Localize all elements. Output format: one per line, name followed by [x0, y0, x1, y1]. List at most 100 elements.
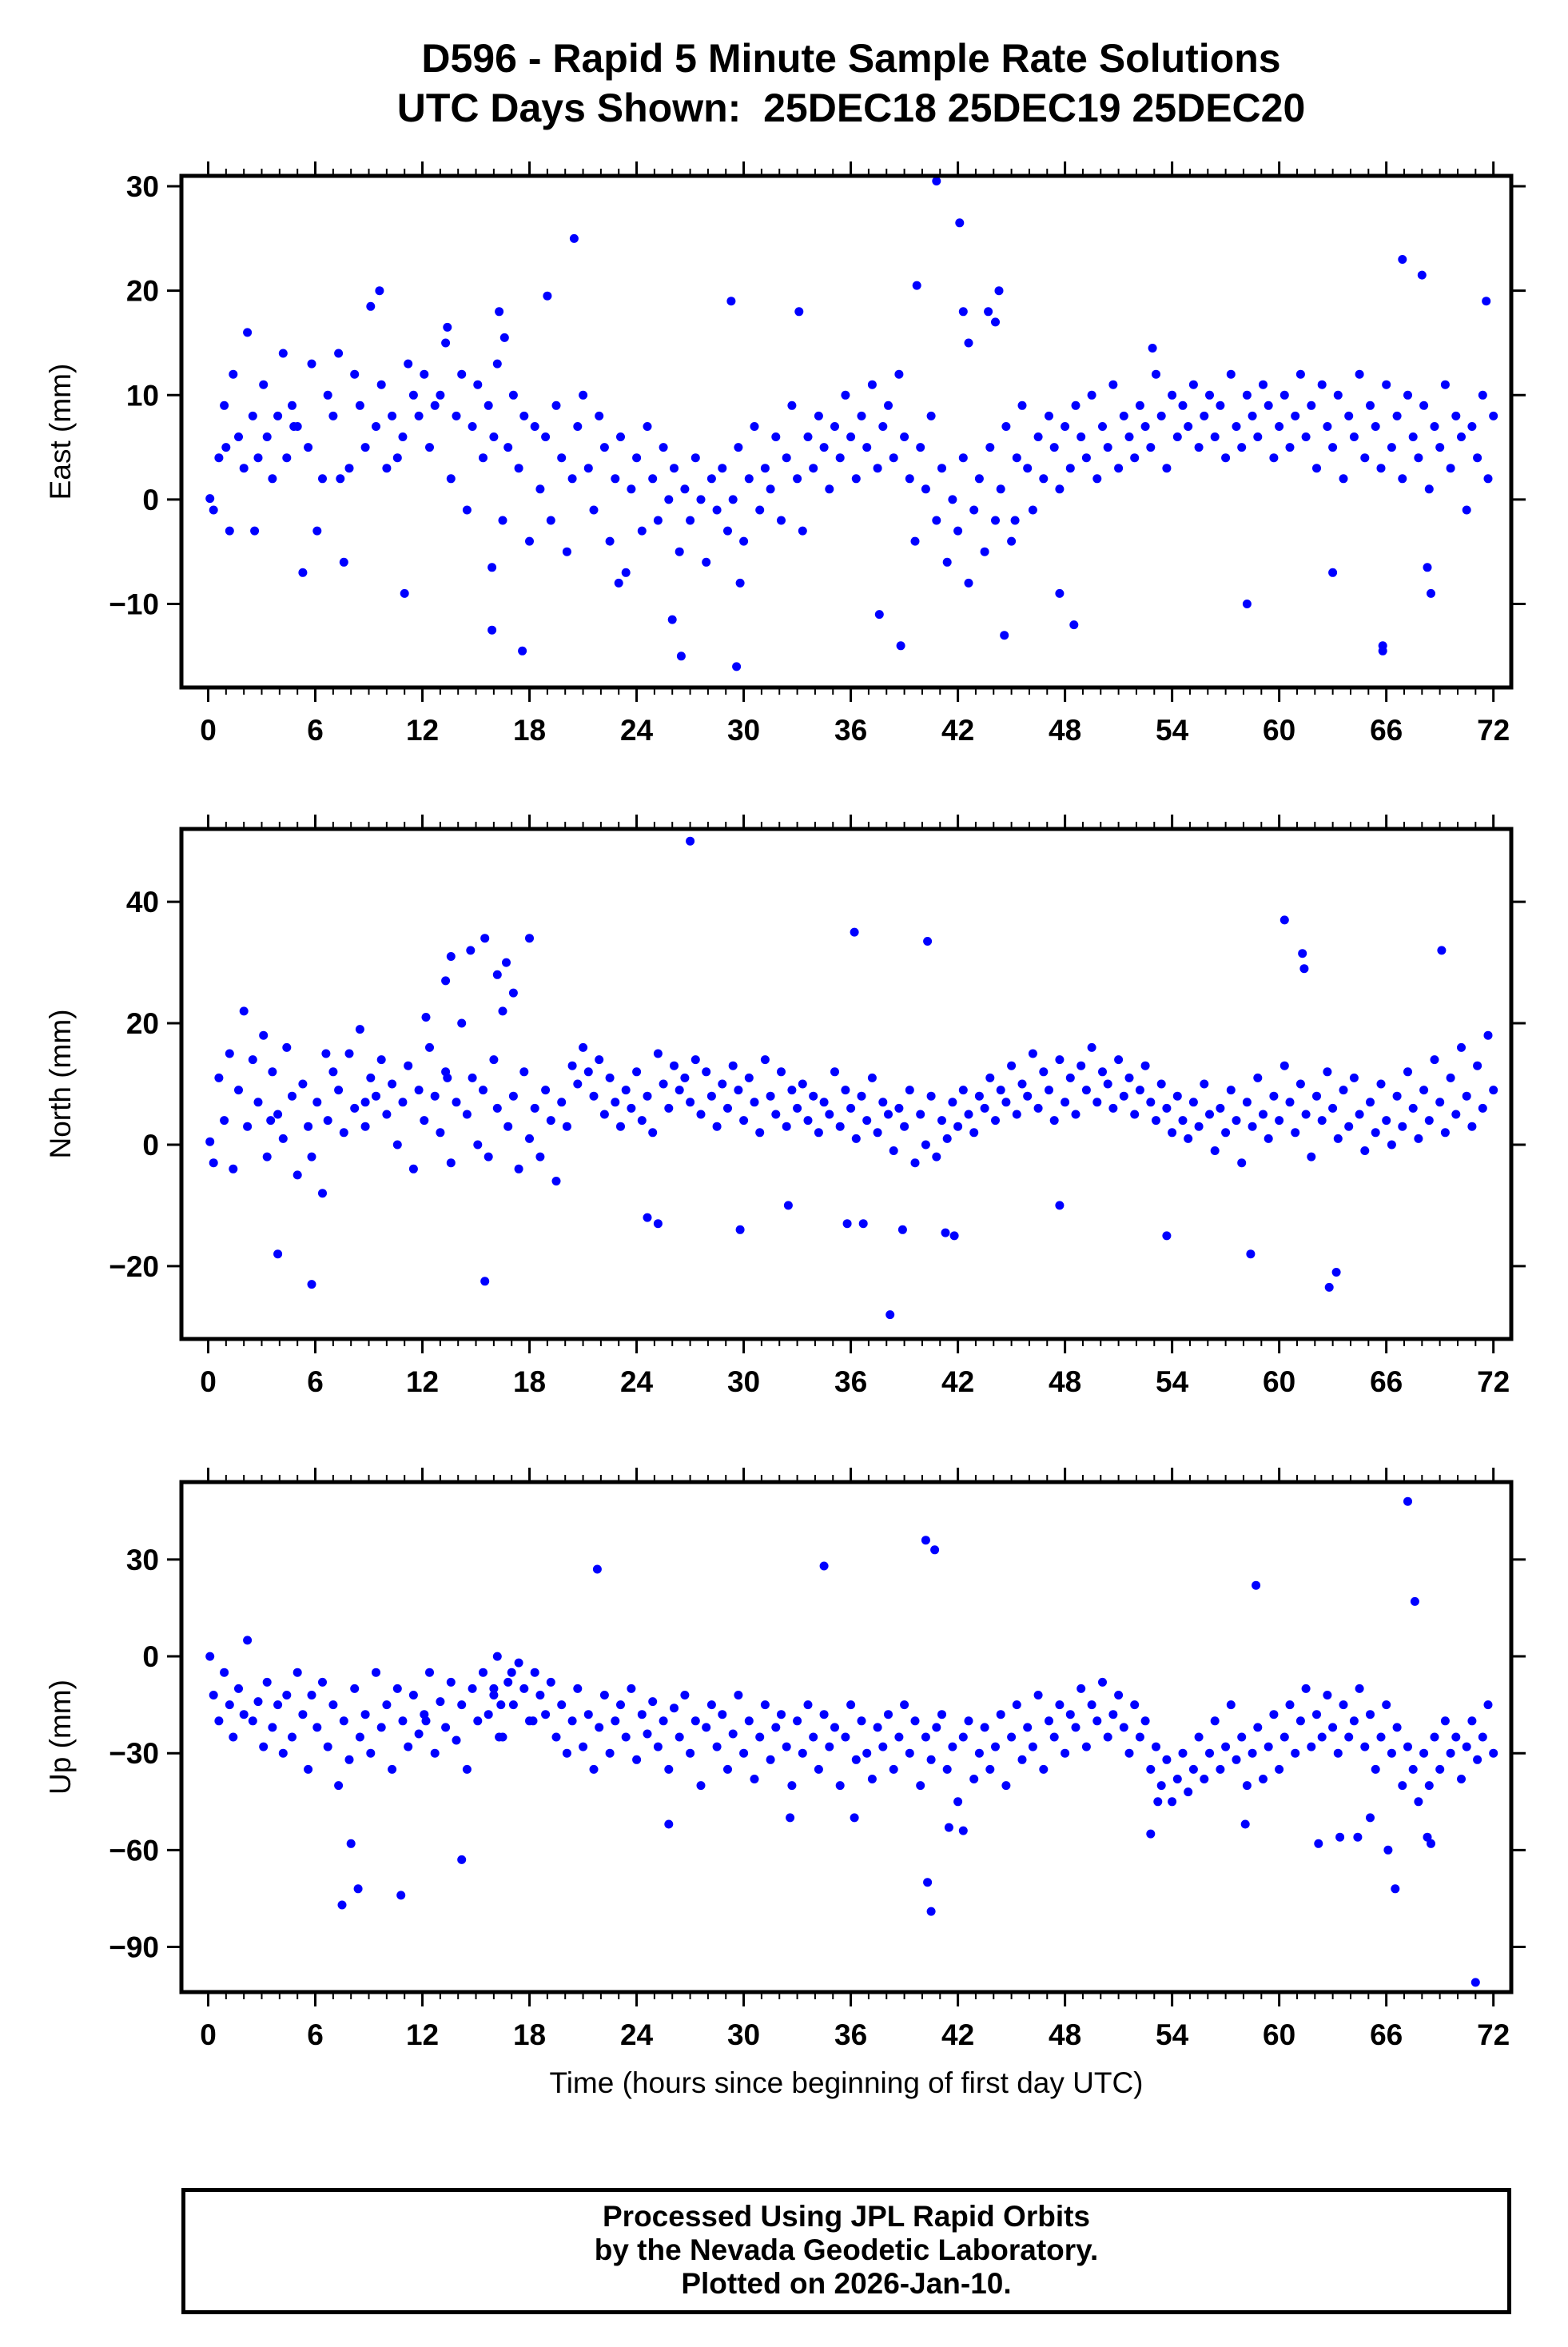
data-point: [1483, 1030, 1493, 1040]
data-point: [503, 443, 513, 452]
data-point: [1366, 400, 1375, 410]
data-point: [1269, 1710, 1279, 1719]
data-point: [234, 1086, 243, 1095]
data-point: [1028, 1049, 1037, 1058]
data-point: [430, 1748, 440, 1758]
data-point: [680, 1073, 690, 1082]
data-point: [862, 443, 872, 452]
data-point: [1146, 1764, 1156, 1774]
data-point: [835, 1781, 845, 1791]
data-point: [932, 1152, 941, 1162]
data-point: [1114, 1691, 1124, 1699]
data-point: [220, 1116, 229, 1126]
data-point: [229, 1732, 238, 1742]
data-point: [696, 1781, 706, 1791]
data-point: [1001, 422, 1011, 431]
data-point: [846, 1700, 856, 1710]
data-point: [739, 1748, 749, 1758]
data-point: [446, 1677, 456, 1687]
data-point: [664, 1103, 674, 1113]
data-point: [702, 1067, 711, 1077]
data-point: [479, 1668, 488, 1677]
data-point: [268, 1067, 277, 1077]
data-point: [659, 443, 668, 452]
x-tick-label: 12: [406, 714, 439, 747]
data-point: [1103, 443, 1112, 452]
data-point: [344, 1755, 354, 1764]
data-point: [473, 380, 483, 389]
data-point: [1387, 1748, 1396, 1758]
data-point: [953, 1797, 963, 1807]
data-point: [492, 970, 502, 979]
data-point: [1275, 1764, 1284, 1774]
data-point: [1312, 1091, 1321, 1101]
data-point: [1414, 1134, 1423, 1143]
data-point: [355, 400, 364, 410]
data-point: [519, 411, 529, 420]
data-point: [1264, 1134, 1273, 1143]
data-point: [388, 1079, 397, 1089]
data-point: [1473, 453, 1482, 463]
data-point: [980, 1103, 989, 1113]
data-point: [307, 1691, 316, 1699]
data-point: [441, 338, 451, 348]
data-point: [268, 1723, 277, 1732]
data-point: [926, 411, 936, 420]
data-point: [1033, 432, 1043, 441]
data-point: [488, 625, 497, 635]
data-point: [964, 338, 973, 348]
data-point: [937, 1710, 946, 1719]
data-point: [1253, 1073, 1263, 1082]
data-point: [312, 1098, 322, 1107]
data-point: [798, 1748, 807, 1758]
data-point: [1253, 1723, 1263, 1732]
data-point: [1467, 422, 1477, 431]
data-point: [1279, 915, 1289, 925]
data-point: [293, 1668, 302, 1677]
data-point: [980, 547, 989, 556]
data-point: [446, 952, 456, 961]
data-point: [996, 484, 1005, 494]
data-point: [243, 1122, 253, 1131]
data-point: [1424, 484, 1434, 494]
x-tick-label: 66: [1370, 2018, 1403, 2051]
data-point: [262, 432, 272, 441]
data-point: [1478, 390, 1487, 400]
data-point: [404, 359, 413, 369]
data-point: [546, 516, 555, 525]
data-point: [819, 443, 829, 452]
data-point: [278, 349, 288, 358]
data-point: [525, 536, 534, 546]
data-point: [702, 557, 711, 567]
data-point: [621, 1086, 631, 1095]
data-point: [288, 400, 296, 410]
y-tick-label: 0: [142, 484, 159, 516]
data-point: [1451, 1732, 1461, 1742]
data-point: [798, 526, 807, 536]
data-point: [1108, 1710, 1118, 1719]
data-point: [519, 1684, 529, 1693]
data-point: [958, 1732, 968, 1742]
data-point: [605, 1073, 615, 1082]
data-point: [653, 1219, 663, 1229]
data-point: [1184, 1134, 1193, 1143]
data-point: [1259, 380, 1268, 389]
data-point: [376, 1055, 386, 1065]
data-point: [346, 1839, 356, 1848]
data-point: [878, 1742, 888, 1751]
data-point: [1339, 1700, 1348, 1710]
data-point: [1298, 949, 1307, 958]
data-point: [1483, 1700, 1493, 1710]
data-point: [562, 1748, 571, 1758]
data-point: [1423, 1832, 1432, 1842]
data-point: [595, 411, 604, 420]
data-point: [518, 646, 527, 655]
data-point: [1098, 422, 1107, 431]
data-point: [964, 1110, 973, 1119]
data-point: [932, 1723, 941, 1732]
data-point: [1440, 1128, 1450, 1138]
data-point: [337, 1900, 347, 1910]
data-point: [1328, 568, 1338, 577]
data-point: [782, 1122, 791, 1131]
data-point: [388, 1764, 397, 1774]
